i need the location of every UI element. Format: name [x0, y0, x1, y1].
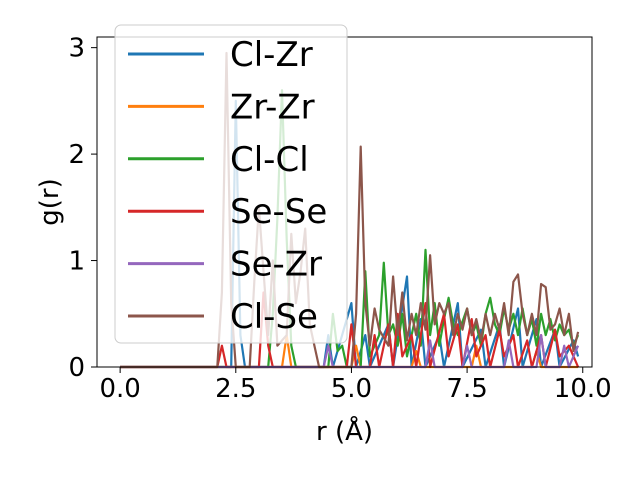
legend-label-cl-zr: Cl-Zr: [230, 35, 313, 75]
x-tick-label: 10.0: [554, 374, 612, 404]
axes-layer: 0.0 2.5 5.0 7.5 10.0 0 1 2 3: [68, 34, 611, 404]
x-tick-label: 5.0: [331, 374, 372, 404]
y-tick-label: 1: [68, 247, 85, 277]
legend-label-cl-se: Cl-Se: [230, 297, 318, 337]
legend-label-cl-cl: Cl-Cl: [230, 140, 309, 180]
series-line-cl-zr: [120, 99, 580, 369]
series-line-se-se: [120, 291, 580, 369]
x-axis-label: r (Å): [316, 415, 373, 447]
legend-label-se-zr: Se-Zr: [230, 245, 322, 285]
legend: Cl-Zr Zr-Zr Cl-Cl Se-Se Se-Zr Cl-Se: [114, 24, 348, 344]
x-tick-label: 7.5: [446, 374, 487, 404]
y-tick-label: 2: [68, 140, 85, 170]
legend-label-zr-zr: Zr-Zr: [230, 87, 315, 127]
y-axis-label: g(r): [35, 178, 65, 225]
y-tick-label: 3: [68, 34, 85, 64]
y-tick-label: 0: [68, 353, 85, 383]
x-tick-label: 0.0: [99, 374, 140, 404]
x-tick-label: 2.5: [215, 374, 256, 404]
legend-label-se-se: Se-Se: [230, 192, 327, 232]
